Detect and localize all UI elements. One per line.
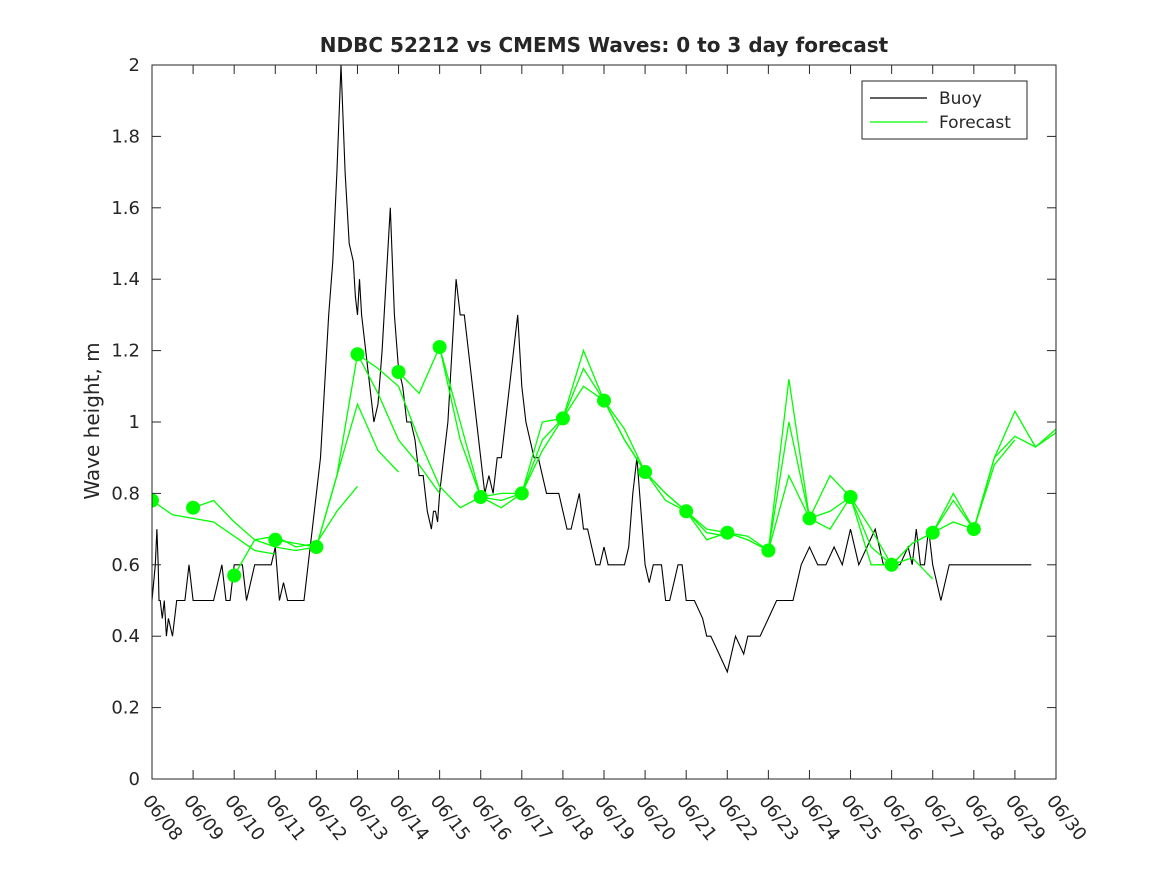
series-buoy-line	[152, 65, 1032, 674]
forecast-marker	[597, 393, 611, 408]
forecast-marker	[679, 504, 694, 519]
forecast-marker	[227, 568, 242, 583]
series-forecast-run-5	[357, 353, 482, 509]
series-forecast-run-18	[891, 439, 1016, 566]
forecast-marker	[432, 340, 447, 354]
series-forecast-run-20	[973, 409, 1056, 530]
forecast-marker	[186, 500, 201, 515]
forecast-marker	[473, 490, 488, 504]
y-tick-label: 0.4	[111, 626, 140, 647]
y-tick-label: 0.6	[111, 555, 140, 576]
forecast-marker	[514, 486, 529, 501]
y-axis-label: Wave height, m	[80, 342, 104, 499]
forecast-marker	[391, 365, 406, 379]
forecast-marker	[802, 511, 817, 526]
forecast-marker	[309, 540, 324, 554]
y-tick-label: 1.6	[111, 198, 140, 219]
legend-buoy-label: Buoy	[939, 89, 982, 109]
series-forecast-run-12	[644, 471, 769, 552]
y-tick-label: 0	[129, 769, 140, 790]
forecast-marker	[350, 347, 365, 362]
y-tick-label: 1.2	[111, 341, 140, 362]
y-tick-label: 1	[129, 412, 140, 433]
series-forecast-run-11	[603, 400, 728, 537]
forecast-marker	[720, 525, 735, 540]
series-forecast-run-2	[233, 485, 359, 576]
y-tick-label: 1.4	[111, 269, 140, 290]
y-tick-label: 0.2	[111, 698, 140, 719]
series-forecast-run-15	[767, 421, 893, 566]
legend-forecast-label: Forecast	[939, 113, 1011, 133]
forecast-marker	[638, 465, 653, 479]
forecast-marker	[843, 490, 858, 504]
series-forecast-run-14	[727, 379, 852, 552]
y-tick-label: 2	[129, 55, 140, 76]
chart-title: NDBC 52212 vs CMEMS Waves: 0 to 3 day fo…	[320, 33, 889, 57]
series-forecast-run-8	[480, 367, 605, 498]
y-tick-label: 0.8	[111, 483, 140, 504]
plot-area	[152, 65, 1056, 674]
series-forecast-run-6	[398, 344, 523, 502]
series-forecast-run-16	[808, 474, 934, 580]
plot-content	[152, 65, 1056, 674]
forecast-marker	[555, 411, 570, 426]
series-forecast-run-7	[438, 346, 564, 509]
forecast-marker	[152, 493, 159, 508]
series-forecast-run-4	[315, 352, 441, 548]
forecast-marker	[966, 522, 981, 537]
series-forecast-run-0	[152, 499, 276, 555]
legend-box	[861, 80, 1028, 140]
forecast-marker	[761, 543, 776, 558]
forecast-marker	[268, 532, 283, 547]
forecast-marker	[884, 557, 899, 572]
legend: Buoy Forecast	[861, 80, 1028, 140]
y-tick-label: 1.8	[111, 126, 140, 147]
forecast-marker	[925, 525, 940, 540]
